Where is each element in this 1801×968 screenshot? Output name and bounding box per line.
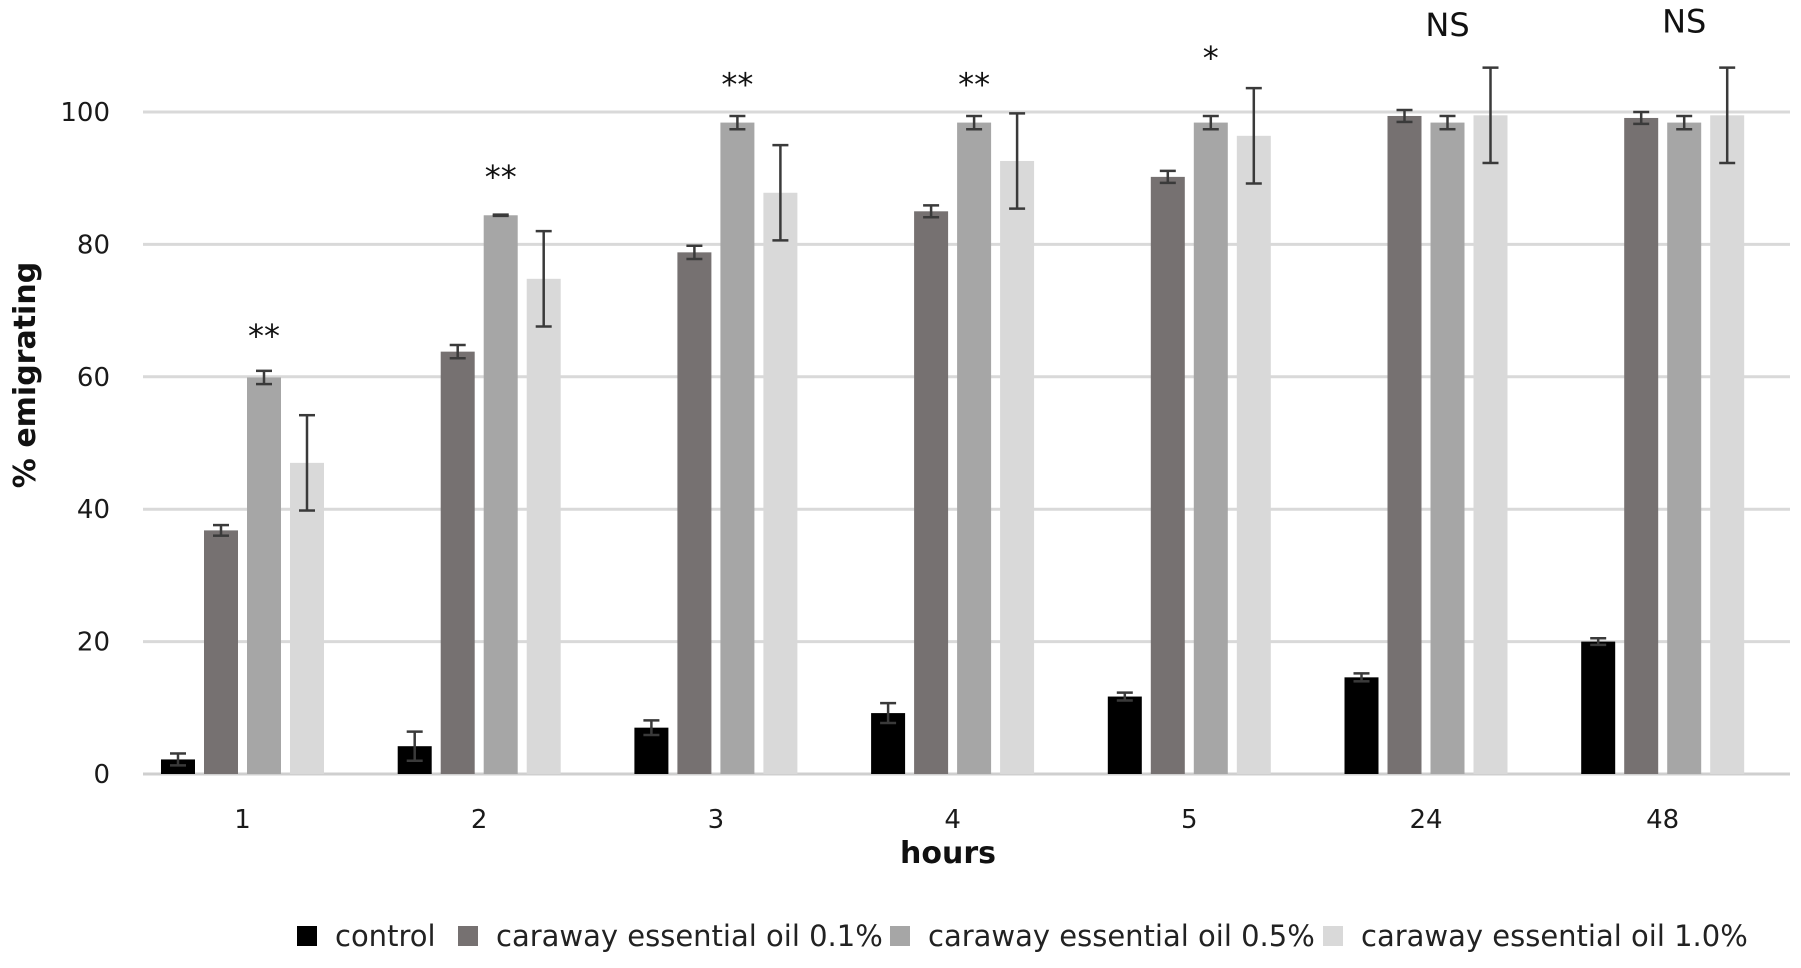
bar <box>1430 122 1465 775</box>
bar <box>483 215 518 775</box>
significance-label: ** <box>248 317 280 355</box>
error-bar <box>1353 672 1370 683</box>
legend-swatch <box>297 926 317 946</box>
error-bar <box>492 213 509 218</box>
y-tick-labels: 0 20 40 60 80 100 <box>60 98 110 790</box>
bar <box>440 351 475 774</box>
legend-label: caraway essential oil 1.0% <box>1361 919 1748 953</box>
bar <box>1473 115 1508 774</box>
error-bar <box>772 143 789 242</box>
bar <box>247 377 281 774</box>
bar <box>1193 122 1228 775</box>
bar <box>1710 115 1745 774</box>
error-bar <box>406 730 423 763</box>
y-tick-label: 0 <box>93 760 110 790</box>
x-tick-label: 24 <box>1409 805 1442 835</box>
bar <box>161 759 195 774</box>
error-bar <box>923 204 940 219</box>
error-bar <box>1159 169 1176 185</box>
error-bars <box>170 66 1736 767</box>
bar <box>914 211 949 775</box>
legend-swatch <box>890 926 910 946</box>
error-bar <box>449 343 466 360</box>
x-tick-label: 48 <box>1646 805 1679 835</box>
error-bar <box>213 523 229 537</box>
error-bar <box>1676 114 1693 131</box>
bar <box>1000 160 1035 774</box>
bar <box>957 122 992 775</box>
error-bar <box>299 413 315 512</box>
error-bar <box>686 244 703 261</box>
bar <box>1107 696 1142 774</box>
bar <box>677 252 712 774</box>
bar <box>290 462 324 774</box>
significance-label: NS <box>1662 3 1706 41</box>
error-bar <box>1009 112 1026 210</box>
y-tick-label: 40 <box>77 495 110 525</box>
bar <box>1667 122 1702 775</box>
error-bar <box>643 719 660 737</box>
significance-label: ** <box>485 158 517 196</box>
error-bar <box>1245 86 1262 185</box>
x-tick-label: 4 <box>944 805 961 835</box>
bar <box>720 122 755 775</box>
significance-label: ** <box>958 65 990 103</box>
x-tick-labels: 1 2 3 4 5 24 48 <box>234 805 1679 835</box>
significance-annotations: ****** ***NS NS <box>248 3 1706 355</box>
x-tick-label: 1 <box>234 805 251 835</box>
error-bar <box>1590 637 1607 647</box>
bars <box>161 115 1745 775</box>
legend-item: caraway essential oil 0.1% <box>458 919 883 953</box>
legend-swatch <box>1323 926 1343 946</box>
y-tick-label: 80 <box>77 230 110 260</box>
bar <box>1581 641 1616 774</box>
error-bar <box>170 752 186 767</box>
legend: control caraway essential oil 0.1% caraway… <box>297 919 1748 953</box>
x-tick-label: 5 <box>1181 805 1198 835</box>
error-bar <box>1116 691 1133 702</box>
error-bar <box>256 369 272 386</box>
error-bar <box>729 114 746 131</box>
legend-swatch <box>458 926 478 946</box>
error-bar <box>1719 66 1736 165</box>
error-bar <box>1439 114 1456 131</box>
x-tick-label: 2 <box>471 805 488 835</box>
bar <box>526 278 561 774</box>
y-tick-label: 100 <box>60 98 110 128</box>
significance-label: * <box>1203 39 1219 77</box>
error-bar <box>1482 66 1499 165</box>
y-axis-title: % emigrating <box>8 262 43 488</box>
x-axis-title: hours <box>900 836 996 871</box>
legend-item: control <box>297 919 436 953</box>
error-bar <box>1396 108 1413 124</box>
legend-label: caraway essential oil 0.1% <box>496 919 883 953</box>
bar <box>1236 135 1271 774</box>
x-tick-label: 3 <box>708 805 725 835</box>
bar <box>1150 176 1185 775</box>
bar <box>1624 117 1659 774</box>
legend-item: caraway essential oil 0.5% <box>890 919 1315 953</box>
error-bar <box>966 114 983 131</box>
significance-label: NS <box>1425 6 1469 44</box>
error-bar <box>880 701 897 725</box>
bar <box>1387 115 1422 775</box>
error-bar <box>1633 110 1650 126</box>
y-tick-label: 60 <box>77 363 110 393</box>
significance-label: ** <box>721 65 753 103</box>
error-bar <box>535 229 552 328</box>
y-tick-label: 20 <box>77 628 110 658</box>
bar <box>1344 677 1379 774</box>
error-bar <box>1202 114 1219 131</box>
legend-item: caraway essential oil 1.0% <box>1323 919 1748 953</box>
bar <box>763 192 798 774</box>
legend-label: control <box>335 919 436 953</box>
legend-label: caraway essential oil 0.5% <box>928 919 1315 953</box>
bar <box>204 530 238 774</box>
